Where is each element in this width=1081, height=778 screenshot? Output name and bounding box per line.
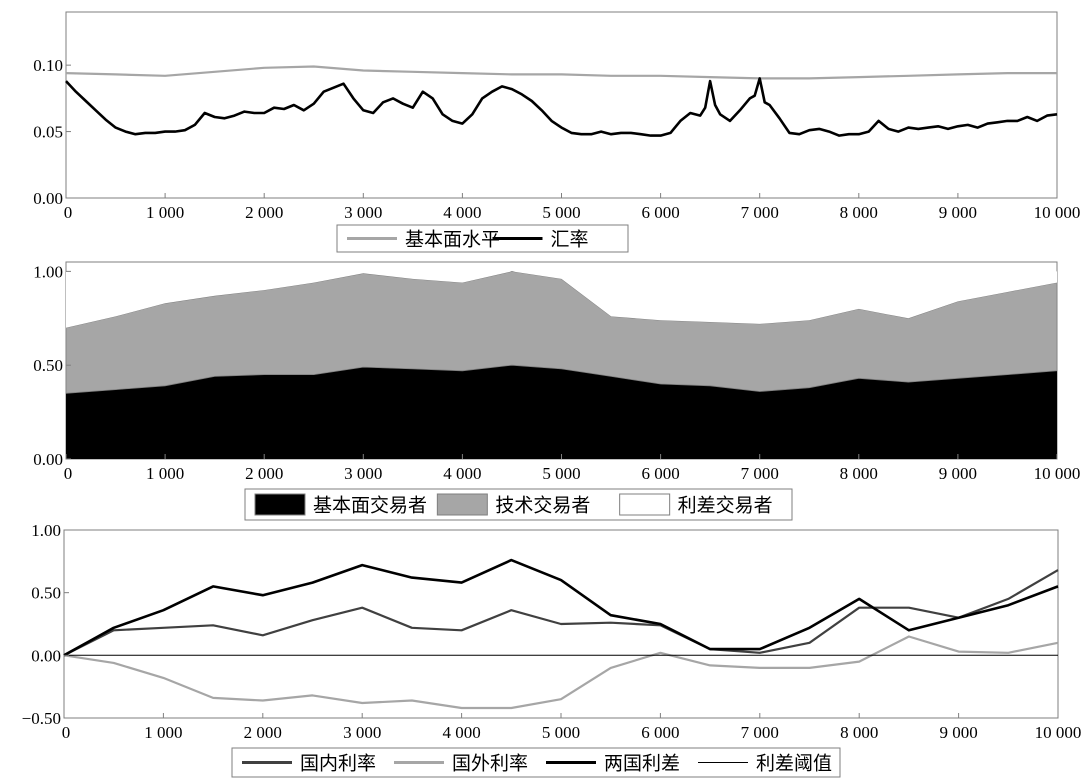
- legend-swatch: [254, 493, 306, 516]
- x-tick-label: 9 000: [939, 723, 977, 742]
- legend-label: 利差交易者: [678, 495, 773, 517]
- x-tick-label: 0: [64, 464, 73, 483]
- chart-panel-2: 0 1 000 2 000 3 000 4 000 5 000 6 000 7 000 8 00…: [33, 261, 1081, 521]
- x-tick-label: 10 000: [1034, 203, 1081, 222]
- x-tick-label: 4 000: [443, 464, 481, 483]
- legend-swatch: [436, 493, 488, 516]
- series-area-3: [66, 271, 1057, 328]
- x-tick-label: 6 000: [641, 464, 679, 483]
- legend-label: 汇率: [551, 229, 589, 251]
- legend-label: 技术交易者: [495, 495, 590, 517]
- y-tick-label: 0.50: [31, 584, 61, 603]
- x-tick-label: 5 000: [542, 723, 580, 742]
- series-line-1: [65, 65, 1057, 80]
- y-tick-label: −0.50: [22, 709, 61, 728]
- x-tick-label: 4 000: [442, 723, 480, 742]
- series-line-1: [63, 569, 1059, 657]
- x-tick-label: 9 000: [939, 464, 977, 483]
- series-line-2: [65, 77, 1058, 137]
- legend-label: 两国利差: [604, 753, 680, 775]
- x-tick-label: 7 000: [741, 723, 779, 742]
- x-tick-label: 3 000: [343, 723, 381, 742]
- x-tick-label: 7 000: [741, 464, 779, 483]
- chart-panel-1: 0 1 000 2 000 3 000 4 000 5 000 6 000 7 000 8 00…: [33, 11, 1081, 253]
- y-tick-label: 1.00: [33, 262, 63, 281]
- x-tick-label: 2 000: [244, 723, 282, 742]
- x-tick-label: 6 000: [641, 203, 679, 222]
- x-tick-label: 2 000: [245, 464, 283, 483]
- legend: 基本面水平 汇率: [336, 224, 629, 253]
- y-tick-label: 0.05: [33, 123, 63, 142]
- legend-label: 国外利率: [452, 753, 528, 775]
- x-tick-label: 5 000: [542, 464, 580, 483]
- x-tick-label: 8 000: [840, 203, 878, 222]
- x-tick-label: 10 000: [1034, 464, 1081, 483]
- x-tick-label: 0: [62, 723, 71, 742]
- x-tick-label: 3 000: [344, 464, 382, 483]
- y-tick-label: 0.00: [31, 646, 61, 665]
- x-tick-label: 1 000: [146, 464, 184, 483]
- x-tick-label: 0: [64, 203, 73, 222]
- y-tick-label: 0.10: [33, 56, 63, 75]
- x-tick-label: 2 000: [245, 203, 283, 222]
- x-tick-label: 1 000: [146, 203, 184, 222]
- x-tick-label: 7 000: [741, 203, 779, 222]
- x-tick-label: 9 000: [939, 203, 977, 222]
- x-tick-label: 8 000: [840, 723, 878, 742]
- legend: 基本面交易者 技术交易者 利差交易者: [244, 488, 793, 521]
- x-tick-label: 8 000: [840, 464, 878, 483]
- series-line-2: [63, 635, 1059, 710]
- legend-label: 基本面交易者: [313, 495, 427, 517]
- y-tick-label: 0.00: [33, 189, 63, 208]
- series-line-3: [63, 558, 1059, 657]
- x-tick-label: 3 000: [344, 203, 382, 222]
- legend-swatch: [619, 493, 671, 516]
- legend-box: [244, 488, 793, 521]
- legend: 国内利率 国外利率 两国利差 利差阈值: [231, 747, 841, 778]
- plot-frame: [65, 11, 1058, 199]
- y-tick-label: 1.00: [31, 521, 61, 540]
- chart-panel-3: 0 1 000 2 000 3 000 4 000 5 000 6 000 7 000 8 00…: [22, 521, 1081, 778]
- series-area-1: [66, 365, 1057, 459]
- legend-label: 国内利率: [300, 753, 376, 775]
- x-tick-label: 6 000: [641, 723, 679, 742]
- x-tick-label: 4 000: [443, 203, 481, 222]
- x-tick-label: 10 000: [1035, 723, 1081, 742]
- legend-label: 利差阈值: [756, 753, 832, 775]
- x-tick-label: 1 000: [144, 723, 182, 742]
- legend-label: 基本面水平: [405, 229, 500, 251]
- x-tick-label: 5 000: [542, 203, 580, 222]
- y-tick-label: 0.00: [33, 450, 63, 469]
- y-tick-label: 0.50: [33, 356, 63, 375]
